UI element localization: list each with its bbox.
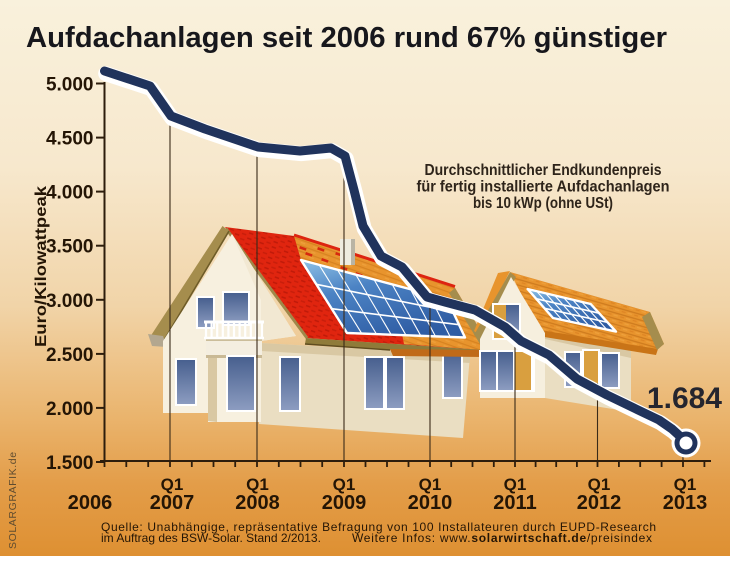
svg-text:Q1: Q1 — [419, 475, 442, 494]
svg-text:Q1: Q1 — [161, 475, 184, 494]
svg-text:bis 10 kWp (ohne USt): bis 10 kWp (ohne USt) — [473, 195, 613, 212]
svg-text:für fertig installierte Aufdac: für fertig installierte Aufdachanlagen — [417, 179, 670, 196]
svg-text:1.500: 1.500 — [46, 453, 94, 474]
svg-text:SOLARGRAFIK.de: SOLARGRAFIK.de — [7, 451, 19, 549]
svg-text:Q1: Q1 — [504, 475, 527, 494]
svg-text:im Auftrag des BSW-Solar. Stan: im Auftrag des BSW-Solar. Stand 2/2013. — [101, 531, 321, 545]
svg-text:2.000: 2.000 — [46, 399, 94, 420]
svg-text:4.500: 4.500 — [46, 129, 94, 150]
svg-text:2.500: 2.500 — [46, 345, 94, 366]
svg-text:Aufdachanlagen seit 2006 rund: Aufdachanlagen seit 2006 rund 67% günsti… — [26, 22, 667, 54]
svg-text:2010: 2010 — [408, 492, 453, 514]
svg-text:2012: 2012 — [577, 492, 622, 514]
svg-text:2006: 2006 — [68, 492, 113, 514]
svg-text:2013: 2013 — [663, 492, 708, 514]
svg-text:2007: 2007 — [150, 492, 195, 514]
svg-text:2008: 2008 — [235, 492, 280, 514]
svg-text:Euro/Kilowattpeak: Euro/Kilowattpeak — [33, 186, 50, 347]
svg-text:Q1: Q1 — [333, 475, 356, 494]
svg-text:3.500: 3.500 — [46, 237, 94, 258]
svg-text:Q1: Q1 — [588, 475, 611, 494]
svg-text:4.000: 4.000 — [46, 183, 94, 204]
svg-text:1.684: 1.684 — [647, 382, 722, 415]
svg-text:5.000: 5.000 — [46, 75, 94, 96]
svg-text:Q1: Q1 — [246, 475, 269, 494]
svg-text:Durchschnittlicher Endkundenpr: Durchschnittlicher Endkundenpreis — [425, 162, 662, 179]
svg-text:2011: 2011 — [493, 492, 536, 514]
svg-text:Weitere Infos: www.solarwirtsc: Weitere Infos: www.solarwirtschaft.de/pr… — [352, 531, 652, 545]
svg-text:2009: 2009 — [322, 492, 367, 514]
svg-text:Quelle: Unabhängige, repräsent: Quelle: Unabhängige, repräsentative Befr… — [101, 520, 656, 534]
svg-text:3.000: 3.000 — [46, 291, 94, 312]
svg-text:Q1: Q1 — [674, 475, 697, 494]
